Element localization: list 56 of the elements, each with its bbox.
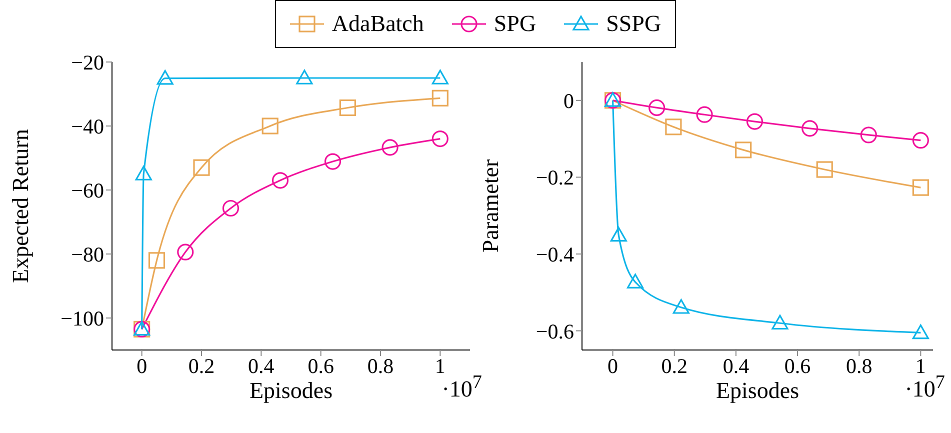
y-tick-label: 0 bbox=[564, 88, 574, 113]
x-tick-label: 0.8 bbox=[846, 354, 872, 378]
x-tick-label: 0.4 bbox=[248, 354, 275, 378]
point bbox=[432, 70, 448, 84]
point bbox=[432, 90, 448, 106]
point bbox=[135, 166, 152, 180]
y-tick-label: −0.2 bbox=[536, 166, 574, 190]
y-tick-label: −0.4 bbox=[536, 242, 574, 266]
y-tick-label: −0.6 bbox=[536, 319, 574, 344]
point bbox=[912, 179, 929, 196]
point bbox=[432, 130, 448, 148]
legend-label: SSPG bbox=[606, 11, 662, 37]
y-tick-label: −100 bbox=[60, 306, 104, 330]
y-tick-label: −20 bbox=[71, 50, 104, 74]
x-tick-label: 0.4 bbox=[722, 354, 750, 378]
y-axis-title: Expected Return bbox=[8, 128, 34, 283]
point bbox=[802, 120, 818, 137]
point bbox=[272, 172, 289, 189]
point bbox=[672, 299, 690, 314]
point bbox=[193, 159, 210, 176]
x-tick-label: 0.6 bbox=[784, 354, 811, 378]
y-tick-label: −80 bbox=[71, 242, 104, 266]
point bbox=[860, 126, 877, 144]
point bbox=[912, 132, 929, 149]
point bbox=[339, 99, 356, 116]
point bbox=[262, 118, 278, 134]
point bbox=[746, 113, 764, 130]
x-tick-label: 0 bbox=[608, 354, 618, 378]
point bbox=[156, 70, 174, 85]
y-tick-label: −40 bbox=[71, 114, 104, 138]
point bbox=[648, 99, 666, 116]
x-tick-label: 0 bbox=[136, 354, 148, 378]
x-axis-title: Episodes bbox=[249, 378, 333, 403]
x-axis-title: Episodes bbox=[716, 378, 800, 403]
point bbox=[912, 324, 929, 340]
legend-label: SPG bbox=[494, 11, 536, 37]
point bbox=[772, 314, 788, 330]
x-tick-label: 0.2 bbox=[661, 354, 688, 378]
point bbox=[296, 70, 313, 84]
point bbox=[816, 161, 833, 178]
y-axis-title: Parameter bbox=[478, 159, 504, 253]
legend-label: AdaBatch bbox=[332, 11, 424, 37]
point bbox=[222, 200, 240, 217]
point bbox=[382, 139, 398, 156]
point bbox=[177, 244, 194, 260]
x-tick-label: 0.8 bbox=[367, 354, 394, 378]
point bbox=[696, 106, 713, 123]
point bbox=[610, 226, 627, 242]
x-tick-label: 0.2 bbox=[188, 354, 215, 378]
point bbox=[665, 118, 682, 136]
y-tick-label: −60 bbox=[71, 178, 104, 202]
point bbox=[148, 252, 166, 269]
point bbox=[324, 153, 342, 170]
x-tick-label: 0.6 bbox=[308, 354, 334, 378]
point bbox=[626, 274, 644, 288]
point bbox=[735, 142, 752, 158]
